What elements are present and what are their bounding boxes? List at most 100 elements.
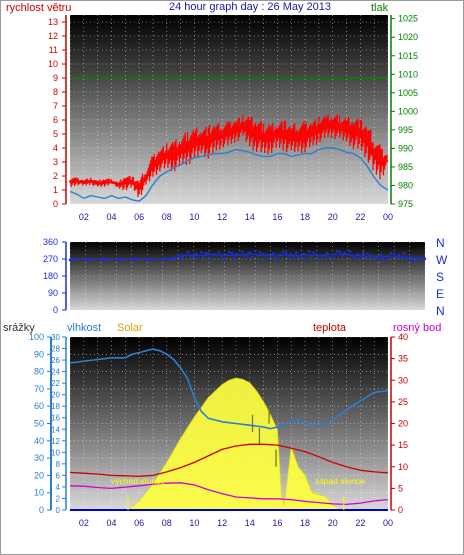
wind-direction-point <box>277 256 280 260</box>
wind-direction-point <box>307 250 311 253</box>
wind-direction-point <box>331 256 334 260</box>
wind-direction-point <box>358 257 362 261</box>
x-tick-label: 16 <box>272 518 282 528</box>
humidity-axis-tick-label: 24 <box>51 368 60 377</box>
direction-panel-background <box>70 242 425 310</box>
humidity-axis-tick-label: 20 <box>51 391 60 400</box>
wind-direction-point <box>300 256 303 259</box>
rain-axis-tick-label: 50 <box>34 419 44 429</box>
direction-axis-tick-label: 0 <box>53 305 58 315</box>
wind-speed-axis-label: rychlost větru <box>6 2 71 14</box>
humidity-axis-tick-label: 14 <box>51 425 60 434</box>
dew-point-line <box>69 482 389 506</box>
pressure-axis-tick-label: 1020 <box>398 32 418 42</box>
wind-direction-point <box>256 254 259 257</box>
x-tick-label: 04 <box>106 518 116 528</box>
wind-speed-line <box>69 126 389 192</box>
wind-direction-point <box>84 257 87 261</box>
x-tick-label: 22 <box>355 212 365 222</box>
rain-axis-tick-label: 80 <box>34 367 44 377</box>
humidity-axis-tick-label: 10 <box>51 448 60 457</box>
wind-direction-point <box>189 255 192 258</box>
x-tick-label: 12 <box>217 212 227 222</box>
wind-direction-point <box>115 258 118 262</box>
sunset-label: západ slunce <box>315 476 365 486</box>
humidity-axis-tick-label: 22 <box>51 379 60 388</box>
wind-direction-point <box>410 255 414 258</box>
x-tick-label: 16 <box>272 212 282 222</box>
x-tick-label: 06 <box>134 212 144 222</box>
temperature-axis-tick-label: 5 <box>398 483 403 493</box>
wind-direction-point <box>202 255 205 259</box>
wind-panel-background <box>70 15 388 204</box>
wind-direction-point <box>163 257 167 260</box>
wind-direction-point <box>196 256 200 260</box>
wind-direction-point <box>292 254 296 258</box>
wind-direction-point <box>395 256 398 260</box>
pressure-axis-tick-label: 985 <box>398 162 413 172</box>
wind-direction-point <box>161 257 164 261</box>
x-tick-label: 10 <box>189 518 199 528</box>
wind-direction-point <box>382 258 385 261</box>
wind-direction-point <box>212 253 215 257</box>
sunrise-label: východ slunce <box>111 476 165 486</box>
wind-direction-point <box>215 254 218 257</box>
wind-direction-point <box>289 252 293 256</box>
wind-direction-point <box>171 257 174 260</box>
x-tick-label: 18 <box>300 518 310 528</box>
wind-direction-point <box>312 251 316 254</box>
wind-direction-point <box>351 254 354 258</box>
chart-title: 24 hour graph day : 26 May 2013 <box>169 1 331 13</box>
wind-direction-point <box>73 257 76 261</box>
wind-direction-point <box>148 258 151 262</box>
wind-direction-point <box>194 252 198 256</box>
pressure-axis-tick-label: 980 <box>398 180 413 190</box>
pressure-axis-tick-label: 1025 <box>398 14 418 24</box>
wind-direction-point <box>364 255 367 259</box>
wind-direction-point <box>132 258 136 261</box>
humidity-axis-tick-label: 26 <box>51 356 60 365</box>
wind-axis-tick-label: 0 <box>53 199 58 209</box>
series-layer <box>68 76 427 511</box>
wind-avg-line <box>69 147 389 202</box>
pressure-axis-tick-label: 1015 <box>398 51 418 61</box>
wind-direction-point <box>101 257 105 261</box>
humidity-axis-tick-label: 30 <box>51 333 60 342</box>
x-tick-label: 22 <box>355 518 365 528</box>
x-tick-label: 14 <box>245 212 255 222</box>
wind-direction-point <box>346 253 350 257</box>
wind-direction-point <box>88 257 92 261</box>
rain-axis-tick-label: 90 <box>34 349 44 359</box>
wind-direction-point <box>338 250 342 254</box>
wind-direction-point <box>173 256 177 260</box>
wind-axis-tick-label: 3 <box>53 157 58 167</box>
wind-direction-point <box>341 255 344 258</box>
wind-direction-point <box>374 255 377 259</box>
wind-direction-point <box>99 258 103 261</box>
wind-direction-point <box>323 255 326 258</box>
wind-direction-point <box>227 250 231 254</box>
x-tick-label: 08 <box>162 212 172 222</box>
wind-direction-point <box>397 253 401 257</box>
wind-direction-point <box>361 251 365 254</box>
wind-direction-point <box>240 250 244 253</box>
wind-direction-point <box>199 250 203 254</box>
wind-direction-point <box>348 250 352 253</box>
x-tick-label: 20 <box>328 212 338 222</box>
direction-axis-tick-label: 360 <box>43 237 58 247</box>
pressure-axis-tick-label: 995 <box>398 125 413 135</box>
wind-direction-point <box>356 253 360 256</box>
temperature-axis-tick-label: 25 <box>398 397 408 407</box>
wind-direction-point <box>389 251 393 255</box>
wind-direction-point <box>207 252 211 256</box>
compass-label: N <box>436 236 445 250</box>
x-tick-label: 10 <box>189 212 199 222</box>
wind-direction-point <box>235 253 238 256</box>
rain-axis-tick-label: 100 <box>29 332 44 342</box>
direction-axis-tick-label: 90 <box>48 288 58 298</box>
wind-direction-point <box>230 252 234 255</box>
wind-direction-point <box>304 257 308 260</box>
wind-direction-point <box>302 252 306 256</box>
wind-direction-point <box>233 256 236 260</box>
